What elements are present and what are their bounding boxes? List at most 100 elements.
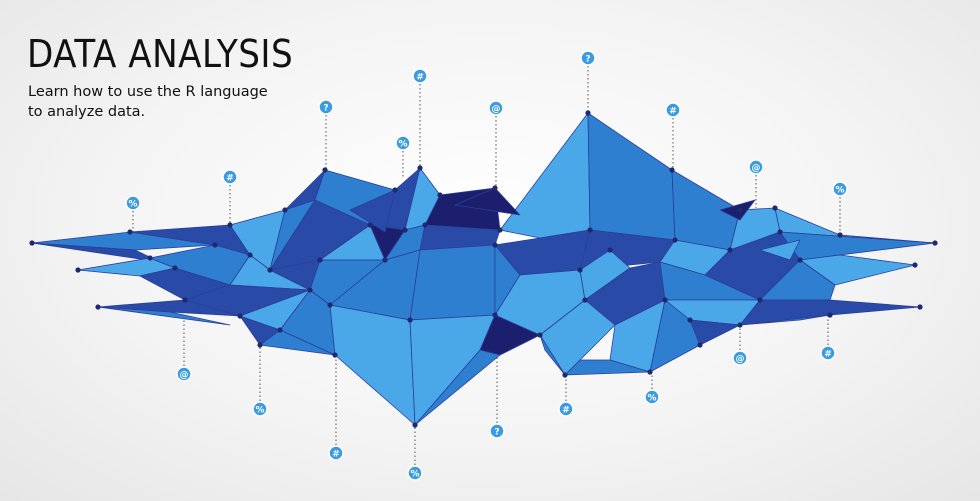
hash-icon: # [824,350,832,360]
mesh-node [422,222,428,228]
hash-pin-icon [328,445,344,461]
percent-pin-icon [407,465,423,481]
hash-pin-icon [558,401,574,417]
at-pin-icon [748,159,764,175]
mesh-node [582,297,588,303]
mesh-node [327,302,333,308]
mesh-node [737,322,743,328]
hash-pin-icon [820,345,836,361]
mesh-node [237,313,243,319]
mesh-node [407,317,413,323]
percent-icon: % [398,140,407,150]
mesh-node [727,247,733,253]
mesh-node [917,304,923,310]
percent-pin-icon [395,135,411,151]
mesh-node [257,342,263,348]
percent-pin-icon [252,401,268,417]
mesh-facet [499,112,591,239]
mesh-facet [409,244,496,321]
question-icon: ? [494,428,499,438]
mesh-node [317,257,323,263]
mesh-node [492,312,498,318]
percent-icon: % [835,186,844,196]
mesh-node [537,332,543,338]
question-pin-icon [318,99,334,115]
mesh-node [492,185,498,191]
mesh-node [367,222,373,228]
mesh-node [277,327,283,333]
mesh-facet [539,334,566,376]
percent-pin-icon [832,181,848,197]
mesh-node [332,352,338,358]
mesh-node [697,342,703,348]
mesh-node [247,252,253,258]
percent-icon: % [255,406,264,416]
hash-icon: # [332,450,340,460]
mesh-node [227,222,233,228]
mesh-node [382,257,388,263]
percent-pin-icon [125,195,141,211]
mesh-facet [759,239,801,261]
hash-icon: # [669,107,677,117]
hash-pin-icon [665,102,681,118]
mesh-node [402,227,408,233]
mesh-node [772,205,778,211]
subtitle-line-1: Learn how to use the R language [28,84,268,100]
pin-group: % #?% # @? # @% @% #%? #% @ # [125,50,848,481]
mesh-node [587,227,593,233]
mesh-facet [689,319,741,346]
mesh-node [492,242,498,248]
mesh-node [182,297,188,303]
at-icon: @ [736,355,745,365]
at-icon: @ [492,105,501,115]
mesh-node [417,165,423,171]
mesh-node [562,372,568,378]
question-pin-icon [580,50,596,66]
mesh-facet [31,242,161,263]
hash-icon: # [562,406,570,416]
mesh-facet [349,189,396,233]
mesh-node [267,267,273,273]
percent-icon: % [128,200,137,210]
percent-pin-icon [644,389,660,405]
mesh-node [837,232,843,238]
mesh-node [75,267,81,273]
mesh-node [307,287,313,293]
percent-icon: % [410,470,419,480]
mesh-facet [587,112,676,241]
mesh-node [147,255,153,261]
mesh-node [932,240,938,246]
mesh-node [585,110,591,116]
mesh-node [687,317,693,323]
question-pin-icon [489,423,505,439]
mesh-node [737,207,743,213]
mesh-node [497,227,503,233]
mesh-node [672,237,678,243]
mesh-facet [454,187,521,216]
polygon-mesh [31,112,936,426]
mesh-node [827,312,833,318]
hash-icon: # [416,73,424,83]
mesh-facet [739,314,831,326]
hash-icon: # [226,174,234,184]
mesh-node [912,262,918,268]
mesh-nodes [29,110,938,428]
page-title: DATA ANALYSIS [27,32,294,76]
mesh-node [322,167,328,173]
mesh-facet [329,304,416,426]
at-pin-icon [732,350,748,366]
mesh-node [607,247,613,253]
hash-pin-icon [412,68,428,84]
mesh-node [212,242,218,248]
question-icon: ? [323,104,328,114]
mesh-node [647,369,653,375]
at-pin-icon [176,366,192,382]
mesh-node [577,267,583,273]
mesh-node [412,422,418,428]
mesh-facet [414,349,501,426]
mesh-node [669,167,675,173]
at-icon: @ [180,371,189,381]
hash-pin-icon [222,169,238,185]
mesh-node [282,207,288,213]
